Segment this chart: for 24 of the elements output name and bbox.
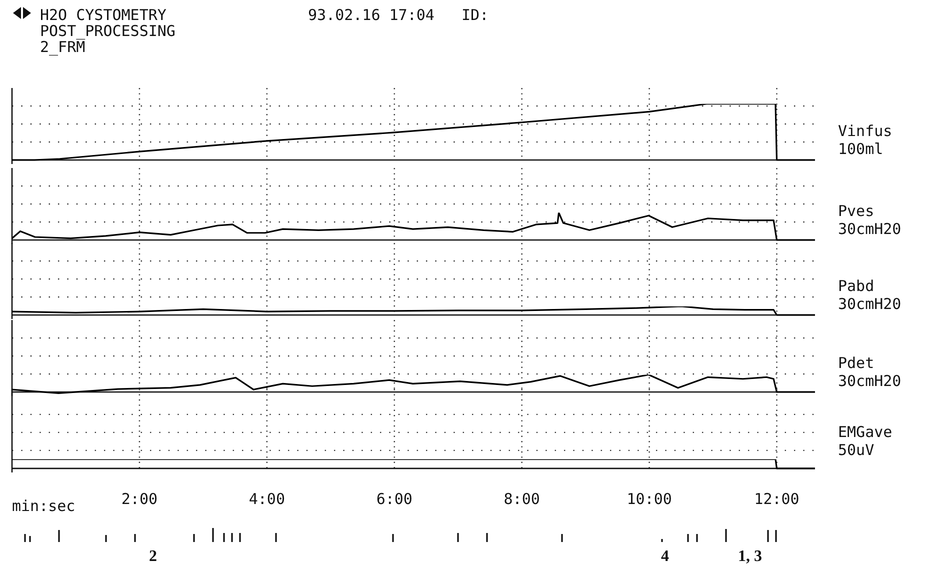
text: Pves [838,202,874,220]
text: 2_FRM [40,38,86,56]
text: Pdet [838,354,874,372]
chart-subtitle: POST_PROCESSING [40,22,176,40]
text: Pabd [838,277,874,295]
text: 4 [661,548,669,566]
chart-title: H2O CYSTOMETRY [40,6,166,24]
x-tick-label: 4:00 [248,490,285,508]
x-tick-label: 2:00 [121,490,158,508]
y-axis-title: 30cmH20 [838,372,902,390]
y-axis-title: 100ml [838,140,884,158]
text: 93.02.16 17:04 ID: [308,6,489,24]
x-tick-label: 8:00 [504,490,540,508]
y-axis-title: 30cmH20 [838,220,902,238]
x-tick-label: 10:00 [626,490,672,508]
x-tick-label: 12:00 [754,490,800,508]
y-axis-title: 30cmH20 [838,295,902,313]
text: Vinfus [838,122,892,140]
text: 1, 3 [738,548,762,566]
x-axis-title: min:sec [12,497,76,515]
x-tick-label: 6:00 [376,490,412,508]
y-axis-title: 50uV [838,441,874,459]
text: EMGave [838,423,892,441]
text: 2 [149,548,157,566]
